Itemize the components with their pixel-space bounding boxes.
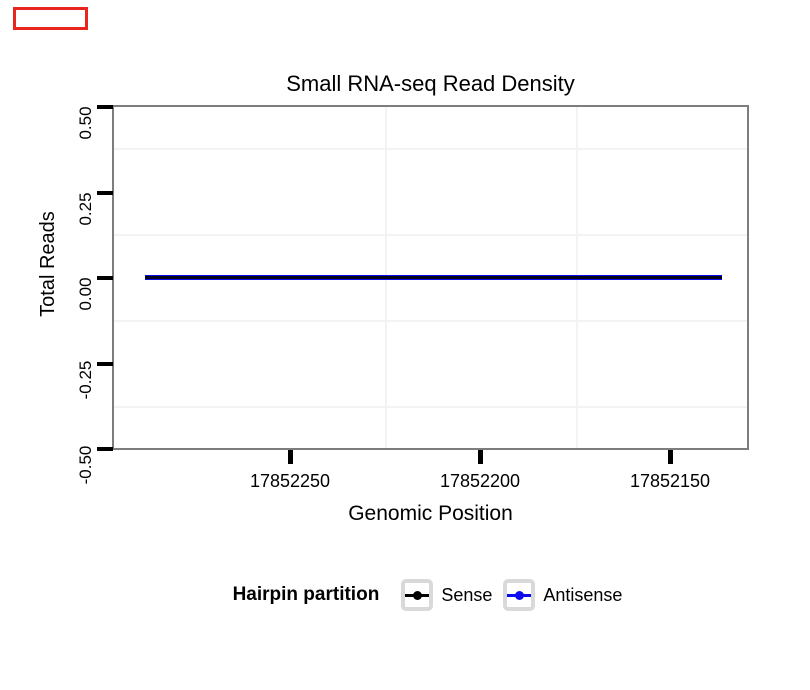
legend-key-antisense (503, 579, 536, 611)
antisense-point-icon (514, 590, 524, 600)
gridline-horizontal (114, 234, 747, 236)
y-tick-label: 0.50 (76, 106, 95, 140)
x-tick-mark (477, 450, 483, 464)
x-tick-label: 17852250 (249, 471, 331, 491)
y-tick-label: -0.25 (76, 360, 95, 399)
sense-series-line (145, 276, 722, 279)
x-tick-mark (667, 450, 673, 464)
y-tick-mark (97, 447, 113, 451)
y-tick-mark (97, 361, 113, 366)
y-tick-label: 0.25 (76, 191, 95, 226)
gridline-horizontal (114, 148, 747, 150)
y-tick-mark (97, 276, 113, 280)
legend-label-sense: Sense (441, 584, 493, 605)
legend-row: Hairpin partition Sense Antisense (233, 579, 634, 611)
legend: Hairpin partition Sense Antisense (0, 577, 810, 613)
x-axis-title: Genomic Position (348, 502, 513, 525)
y-tick-mark (97, 105, 113, 109)
annotation-box (13, 7, 88, 30)
y-tick-label: -0.50 (76, 445, 95, 485)
y-tick-mark (97, 190, 113, 195)
sense-point-icon (412, 590, 422, 600)
gridline-horizontal (114, 406, 747, 408)
x-tick-label: 17852150 (629, 471, 711, 491)
gridline-horizontal (114, 320, 747, 322)
plot-panel (112, 105, 749, 450)
legend-title: Hairpin partition (232, 584, 380, 605)
x-tick-label: 17852200 (439, 471, 521, 491)
chart-title: Small RNA-seq Read Density (286, 71, 575, 96)
x-tick-mark (287, 450, 293, 464)
legend-key-sense (401, 579, 434, 611)
legend-label-antisense: Antisense (543, 584, 623, 605)
y-tick-label: 0.00 (76, 277, 95, 311)
y-axis-title: Total Reads (37, 211, 59, 317)
